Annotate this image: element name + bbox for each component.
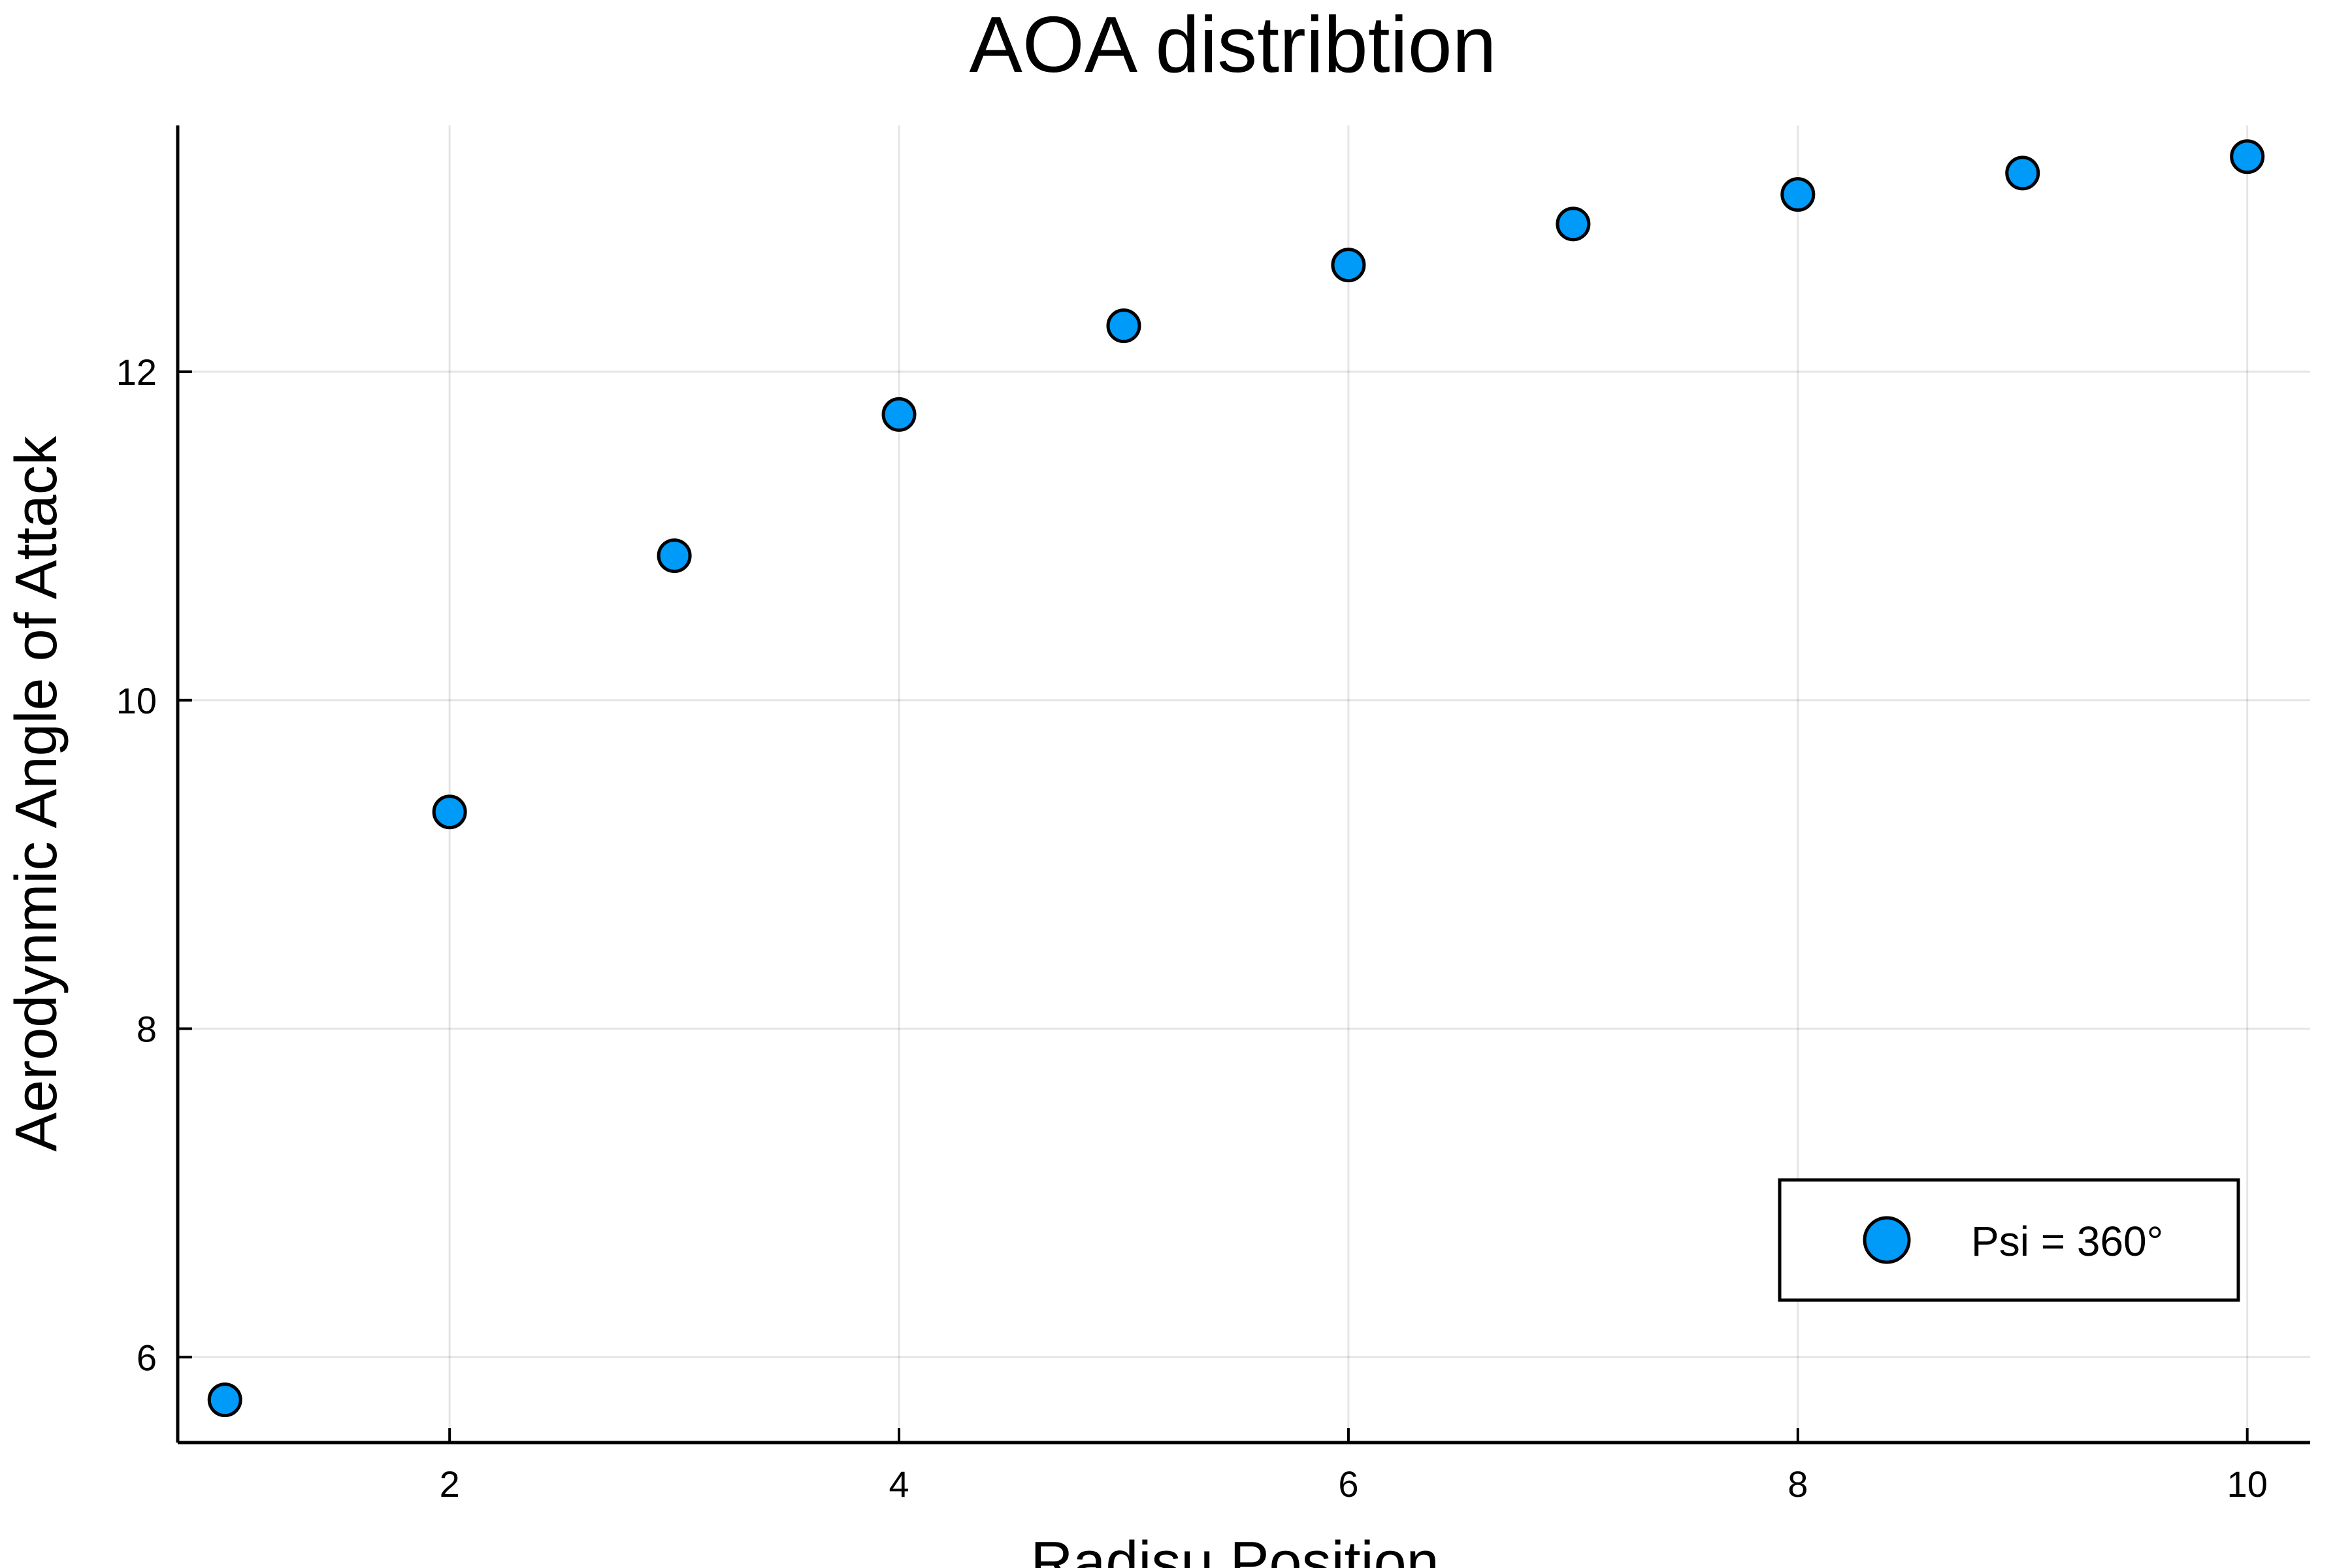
- legend-box: [1778, 1178, 2240, 1302]
- x-axis-ticks: 2 4 6 8 10: [440, 1428, 2268, 1505]
- x-tick-label: 2: [440, 1463, 460, 1505]
- data-point: [432, 794, 467, 830]
- grid-lines: [178, 125, 2310, 1443]
- axes: [176, 125, 2310, 1445]
- y-axis-label: Aerodynmic Angle of Attack: [4, 435, 69, 1152]
- x-tick-label: 10: [2227, 1463, 2268, 1505]
- data-points: [207, 139, 2265, 1418]
- data-point: [1106, 308, 1141, 344]
- y-tick-label: 6: [137, 1337, 157, 1378]
- chart-title: AOA distribtion: [970, 0, 1497, 89]
- data-point: [1780, 177, 1816, 212]
- y-tick-label: 8: [137, 1009, 157, 1050]
- x-tick-label: 4: [889, 1463, 909, 1505]
- legend: Psi = 360°: [1778, 1178, 2240, 1302]
- legend-label: Psi = 360°: [1971, 1218, 2163, 1265]
- data-point: [1331, 248, 1366, 283]
- data-point: [657, 538, 692, 574]
- data-point: [2005, 155, 2040, 191]
- x-tick-label: 8: [1788, 1463, 1808, 1505]
- data-point: [881, 397, 917, 432]
- x-axis-label: Radisu Position: [1030, 1530, 1439, 1568]
- y-tick-label: 10: [116, 680, 157, 721]
- x-tick-label: 6: [1338, 1463, 1358, 1505]
- y-axis-ticks: 6 8 10 12: [116, 351, 192, 1378]
- data-point: [207, 1382, 242, 1418]
- legend-marker: [1863, 1216, 1911, 1264]
- y-tick-label: 12: [116, 351, 157, 393]
- data-point: [1556, 206, 1591, 242]
- data-point: [2230, 139, 2265, 174]
